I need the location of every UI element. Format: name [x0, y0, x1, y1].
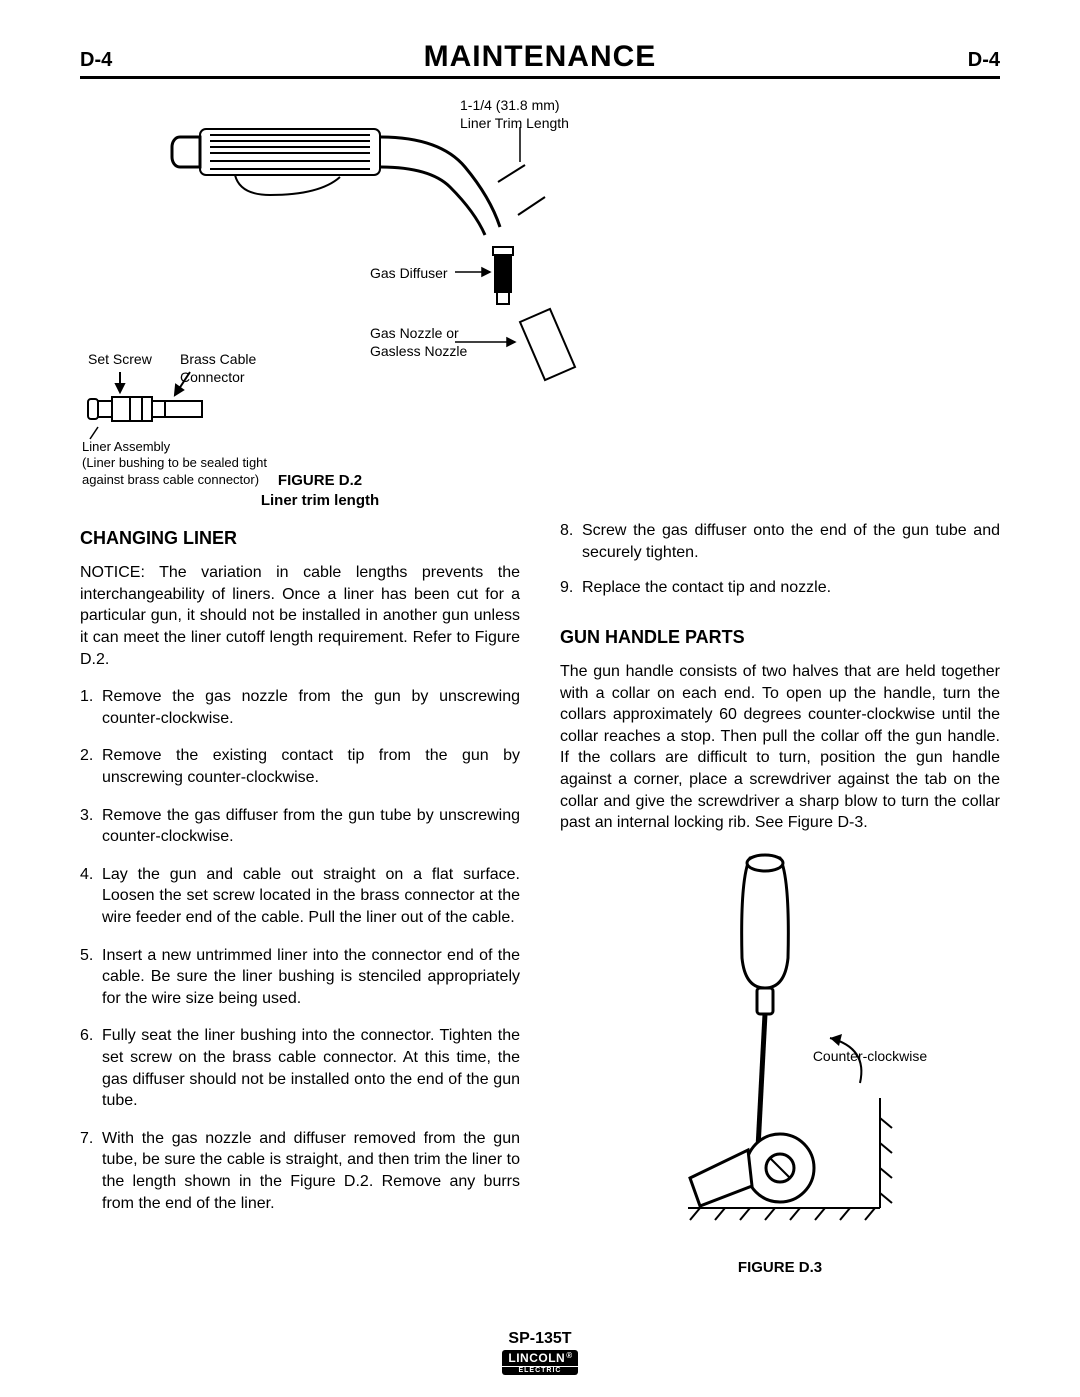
label-brass-cable: Brass Cable Connector	[180, 351, 256, 386]
gun-handle-para: The gun handle consists of two halves th…	[560, 661, 1000, 834]
step-1: Remove the gas nozzle from the gun by un…	[80, 686, 520, 729]
figure-d2-svg	[80, 87, 1000, 467]
page-header: D-4 MAINTENANCE D-4	[80, 40, 1000, 79]
body-columns: CHANGING LINER NOTICE: The variation in …	[80, 520, 1000, 1278]
footer-model: SP-135T	[0, 1330, 1080, 1348]
label-liner-trim-l1: 1-1/4 (31.8 mm)	[460, 97, 560, 113]
step-6: Fully seat the liner bushing into the co…	[80, 1025, 520, 1111]
step-9-text: Replace the contact tip and nozzle.	[582, 579, 831, 596]
header-title: MAINTENANCE	[424, 40, 657, 74]
header-left: D-4	[80, 49, 112, 72]
left-column: CHANGING LINER NOTICE: The variation in …	[80, 520, 520, 1278]
step-5: Insert a new untrimmed liner into the co…	[80, 945, 520, 1010]
label-gas-nozzle-l2: Gasless Nozzle	[370, 343, 467, 359]
label-ccw: Counter-clockwise	[650, 1048, 1080, 1066]
label-gas-nozzle-l1: Gas Nozzle or	[370, 325, 459, 341]
figure-d3: Counter-clockwise FIGURE D.3	[560, 848, 1000, 1278]
notice-text: NOTICE: The variation in cable lengths p…	[80, 562, 520, 670]
figure-d2-diagram: 1-1/4 (31.8 mm) Liner Trim Length Gas Di…	[80, 87, 1000, 467]
figure-d3-svg	[630, 848, 930, 1228]
label-gas-diffuser: Gas Diffuser	[370, 265, 448, 283]
figure-d3-caption: FIGURE D.3	[560, 1258, 1000, 1278]
label-la-l3: against brass cable connector)	[82, 472, 259, 487]
label-brass-l1: Brass Cable	[180, 351, 256, 367]
label-liner-assembly: Liner Assembly (Liner bushing to be seal…	[82, 439, 267, 488]
page-footer: SP-135T LINCOLN ELECTRIC	[0, 1330, 1080, 1377]
fig-d2-cap-l2: Liner trim length	[261, 492, 379, 509]
label-la-l1: Liner Assembly	[82, 439, 170, 454]
right-column: 8.Screw the gas diffuser onto the end of…	[560, 520, 1000, 1278]
step-4: Lay the gun and cable out straight on a …	[80, 864, 520, 929]
steps-list: Remove the gas nozzle from the gun by un…	[80, 686, 520, 1214]
heading-changing-liner: CHANGING LINER	[80, 526, 520, 550]
label-set-screw: Set Screw	[88, 351, 152, 369]
label-gas-nozzle: Gas Nozzle or Gasless Nozzle	[370, 325, 467, 360]
step-2: Remove the existing contact tip from the…	[80, 745, 520, 788]
step-7: With the gas nozzle and diffuser removed…	[80, 1128, 520, 1214]
label-liner-trim-l2: Liner Trim Length	[460, 115, 569, 131]
label-liner-trim: 1-1/4 (31.8 mm) Liner Trim Length	[460, 97, 569, 132]
label-brass-l2: Connector	[180, 369, 245, 385]
label-la-l2: (Liner bushing to be sealed tight	[82, 455, 267, 470]
lincoln-logo: LINCOLN ELECTRIC	[502, 1350, 577, 1375]
fig-d2-cap-l1: FIGURE D.2	[278, 472, 362, 489]
logo-top: LINCOLN	[502, 1350, 577, 1366]
step-8-text: Screw the gas diffuser onto the end of t…	[582, 522, 1000, 561]
step-9: 9.Replace the contact tip and nozzle.	[560, 577, 1000, 599]
step-8: 8.Screw the gas diffuser onto the end of…	[560, 520, 1000, 563]
heading-gun-handle: GUN HANDLE PARTS	[560, 625, 1000, 649]
logo-bottom: ELECTRIC	[502, 1366, 577, 1375]
header-right: D-4	[968, 49, 1000, 72]
step-3: Remove the gas diffuser from the gun tub…	[80, 805, 520, 848]
